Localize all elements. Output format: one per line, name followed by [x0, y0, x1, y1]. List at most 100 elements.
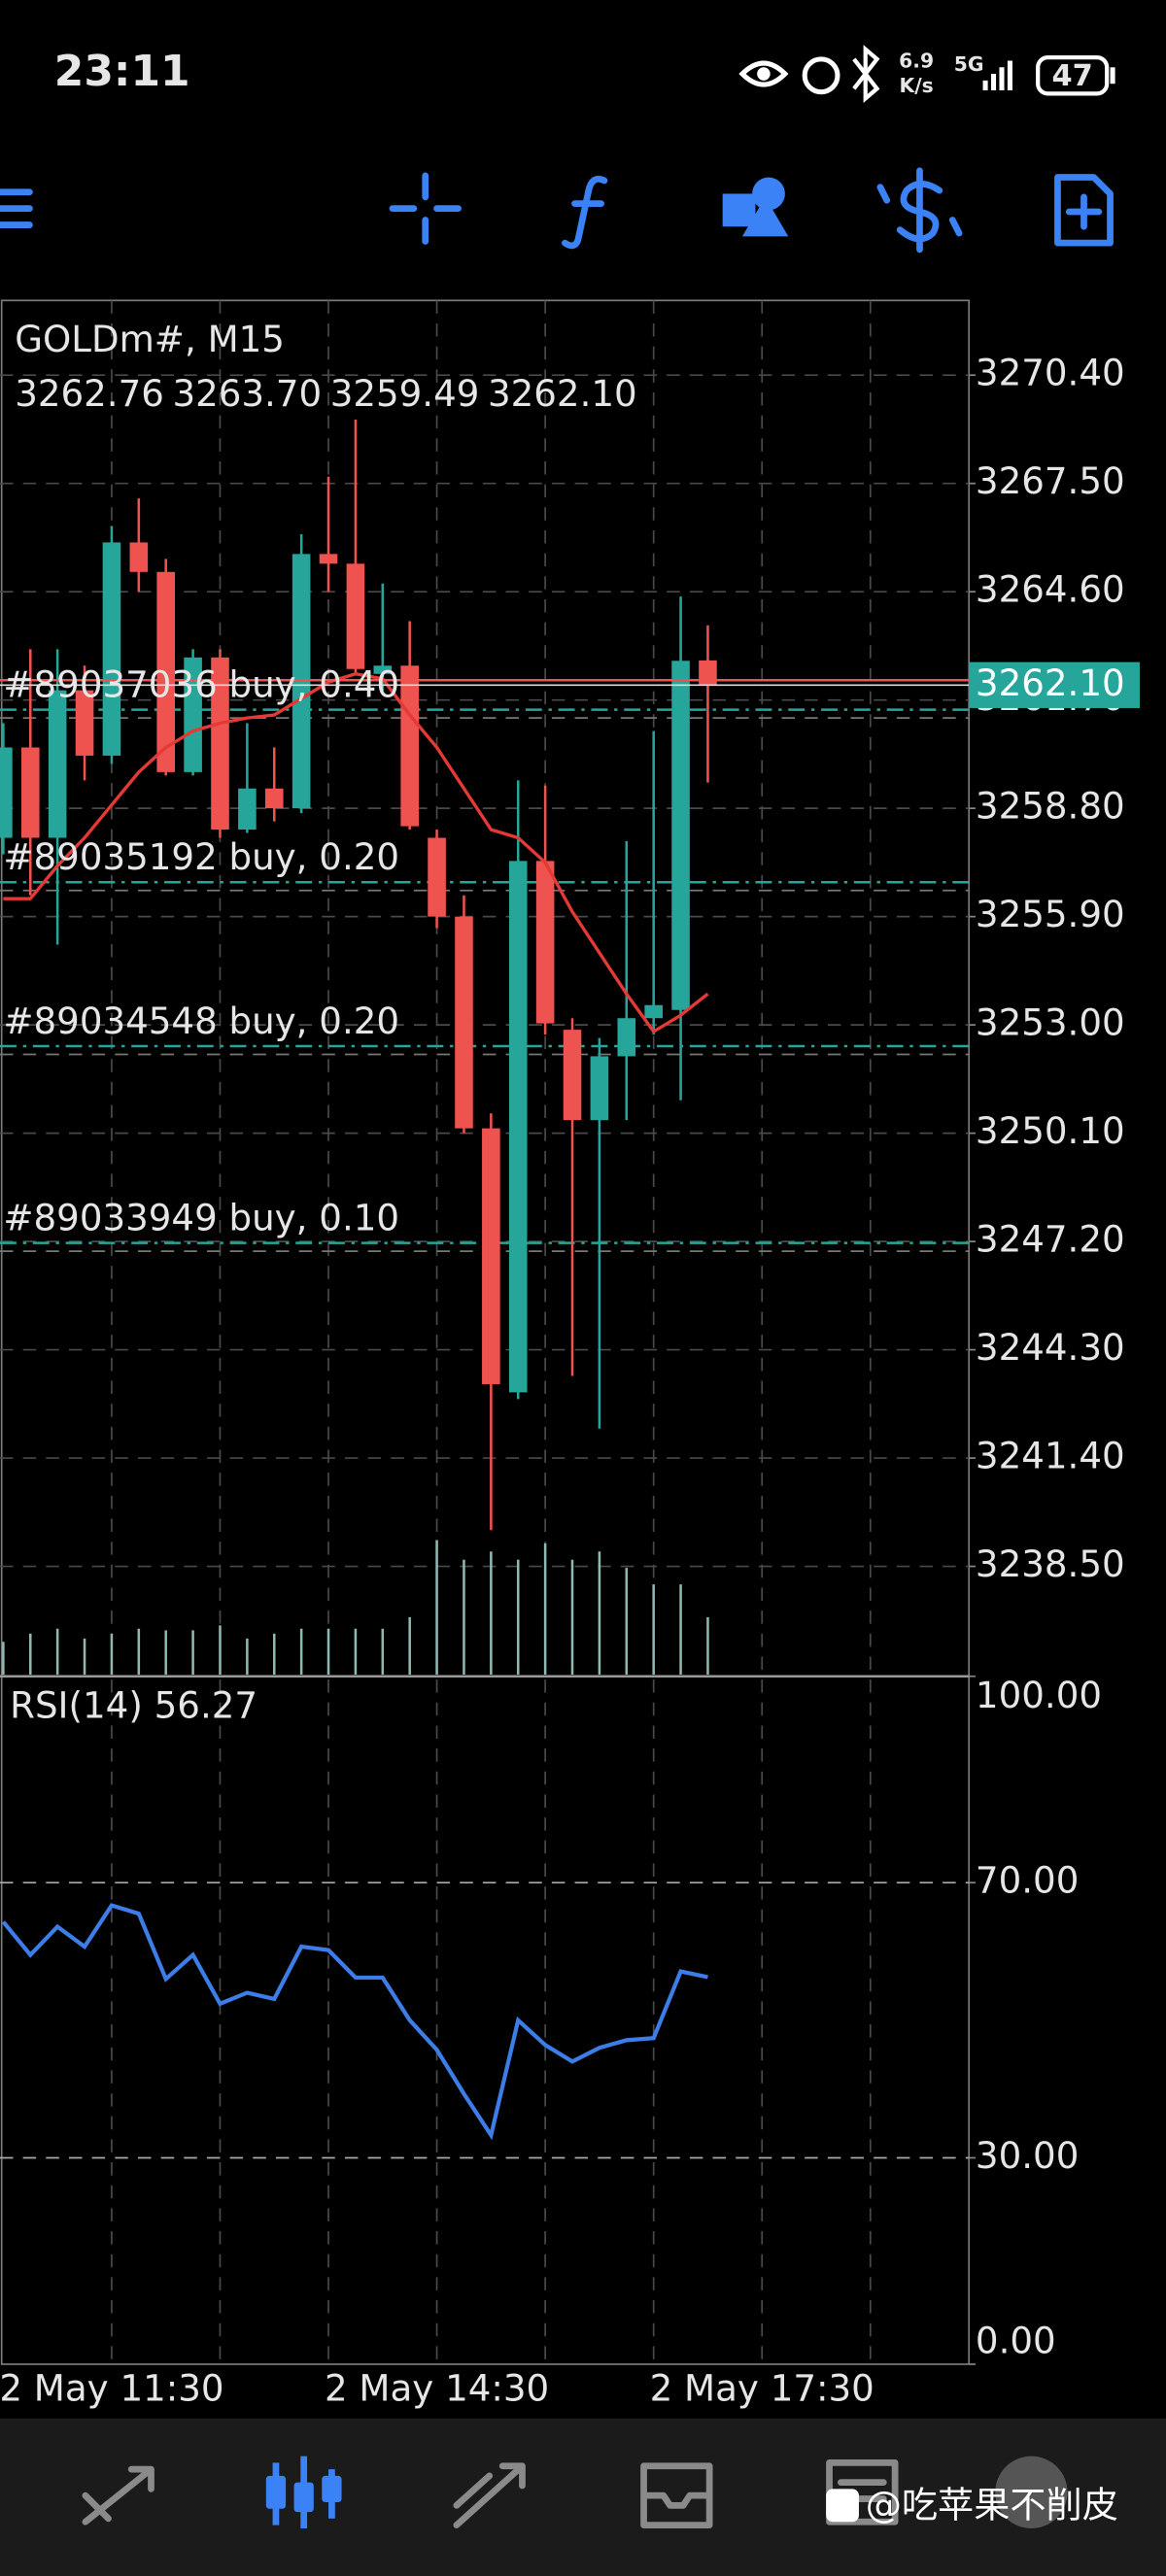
- candle-body: [535, 861, 555, 1024]
- candle-body: [211, 657, 229, 830]
- bid-label: 3262.10: [976, 661, 1125, 704]
- trade-tab-icon[interactable]: [453, 2462, 526, 2528]
- signal-icon: [982, 60, 1012, 90]
- candle-body: [20, 747, 40, 838]
- candle-body: [644, 1004, 663, 1019]
- order-label: #89035192 buy, 0.20: [3, 835, 399, 878]
- rsi-tick-label: 100.00: [976, 1674, 1102, 1716]
- chart-tab[interactable]: [265, 2456, 342, 2528]
- rsi-label: RSI(14) 56.27: [10, 1683, 257, 1726]
- candle-body: [184, 657, 202, 772]
- y-tick-label: 3247.20: [976, 1218, 1125, 1261]
- menu-icon[interactable]: [0, 188, 33, 228]
- settings-tab-icon[interactable]: [995, 2456, 1068, 2528]
- eye-icon: [738, 60, 789, 87]
- watermark: @吃苹果不削皮: [866, 2484, 1118, 2526]
- y-tick-label: 3238.50: [976, 1542, 1125, 1585]
- y-tick-label: 3258.80: [976, 785, 1125, 828]
- objects-square[interactable]: [722, 193, 756, 227]
- menu-button[interactable]: [0, 188, 33, 228]
- plot: 2 May 11:30 2 May 14:30 2 May 17:30 3270.40…: [0, 300, 1140, 2410]
- candle-body: [671, 661, 690, 1010]
- candle-body: [563, 1030, 582, 1121]
- status-icons: 6.9 K/s 5G 47: [738, 45, 1115, 104]
- x-tick-label: 2 May 17:30: [650, 2367, 874, 2410]
- history-tab[interactable]: [640, 2462, 713, 2528]
- candle-body: [482, 1128, 500, 1384]
- candle-body: [75, 690, 94, 756]
- quote-close: 3262.10: [488, 372, 637, 415]
- candle-body: [373, 665, 393, 674]
- objects-button[interactable]: [722, 177, 789, 237]
- rsi-line: [1, 1903, 708, 2141]
- bluetooth-icon: [852, 45, 880, 104]
- alarm-icon: [802, 56, 840, 95]
- candle-body: [590, 1056, 609, 1121]
- net-speed-unit: K/s: [900, 74, 934, 97]
- y-tick-label: 3250.10: [976, 1109, 1125, 1152]
- symbol-label: GOLDm#, M15: [15, 318, 285, 360]
- y-tick-label: 3270.40: [976, 352, 1125, 394]
- quote-open: 3262.76: [15, 372, 164, 415]
- quotes-tab[interactable]: [82, 2465, 154, 2525]
- x-tick-label: 2 May 14:30: [325, 2367, 549, 2410]
- network-type: 5G: [954, 52, 984, 76]
- crosshair-button[interactable]: [389, 172, 462, 245]
- candle-body: [0, 747, 13, 838]
- indicators-button[interactable]: [562, 175, 608, 250]
- trade-button[interactable]: [876, 167, 963, 254]
- candle-body: [156, 571, 175, 772]
- moving-average: [3, 672, 709, 1034]
- clock: 23:11: [54, 47, 190, 96]
- y-tick-label: 3253.00: [976, 1001, 1125, 1044]
- candle-body: [238, 788, 257, 830]
- rsi-tick-label: 70.00: [976, 1859, 1079, 1902]
- candle-body: [455, 916, 473, 1129]
- order-label: #89033949 buy, 0.10: [3, 1196, 399, 1238]
- eye-pupil: [757, 67, 771, 81]
- net-speed: 6.9: [899, 50, 934, 73]
- y-tick-label: 3267.50: [976, 459, 1125, 502]
- candle-body: [264, 788, 284, 809]
- quotes-icon[interactable]: [82, 2465, 154, 2525]
- chart-tab-body2[interactable]: [293, 2482, 314, 2513]
- bottom-nav: [0, 2418, 1166, 2576]
- battery-tip: [1110, 67, 1115, 85]
- candle-body: [617, 1018, 636, 1057]
- objects-triangle[interactable]: [741, 196, 789, 237]
- settings-tab[interactable]: [995, 2456, 1068, 2528]
- new-order-icon[interactable]: [1054, 174, 1114, 247]
- chart-tab-body1[interactable]: [265, 2475, 287, 2509]
- y-tick-label: 3264.60: [976, 568, 1125, 611]
- battery-level: 47: [1051, 59, 1092, 93]
- trade-icon[interactable]: [876, 167, 963, 254]
- quote-low: 3259.49: [330, 372, 480, 415]
- x-tick-label: 2 May 11:30: [0, 2367, 224, 2410]
- candle-body: [428, 837, 446, 917]
- quote-high: 3263.70: [172, 372, 322, 415]
- y-tick-label: 3244.30: [976, 1326, 1125, 1369]
- candle-body: [346, 563, 365, 669]
- indicators-icon[interactable]: [562, 175, 608, 250]
- candle-body: [48, 690, 67, 838]
- chart-tab-body3[interactable]: [322, 2475, 342, 2502]
- y-tick-label: 3255.90: [976, 893, 1125, 935]
- candle-body: [319, 554, 338, 564]
- chart-frame: [0, 299, 971, 2365]
- trade-tab[interactable]: [453, 2462, 526, 2528]
- new-order-button[interactable]: [1054, 174, 1114, 247]
- order-label: #89037036 buy, 0.40: [3, 662, 399, 705]
- y-tick-label: 3241.40: [976, 1435, 1125, 1477]
- candle-body: [102, 542, 121, 756]
- objects-circle[interactable]: [752, 177, 785, 211]
- candle-body: [508, 861, 528, 1393]
- rsi-tick-label: 0.00: [976, 2319, 1056, 2361]
- crosshair-icon[interactable]: [389, 172, 462, 245]
- order-label: #89034548 buy, 0.20: [3, 1000, 399, 1042]
- candle-body: [400, 665, 419, 827]
- history-tab-icon[interactable]: [640, 2462, 713, 2528]
- watermark-logo: [826, 2489, 859, 2523]
